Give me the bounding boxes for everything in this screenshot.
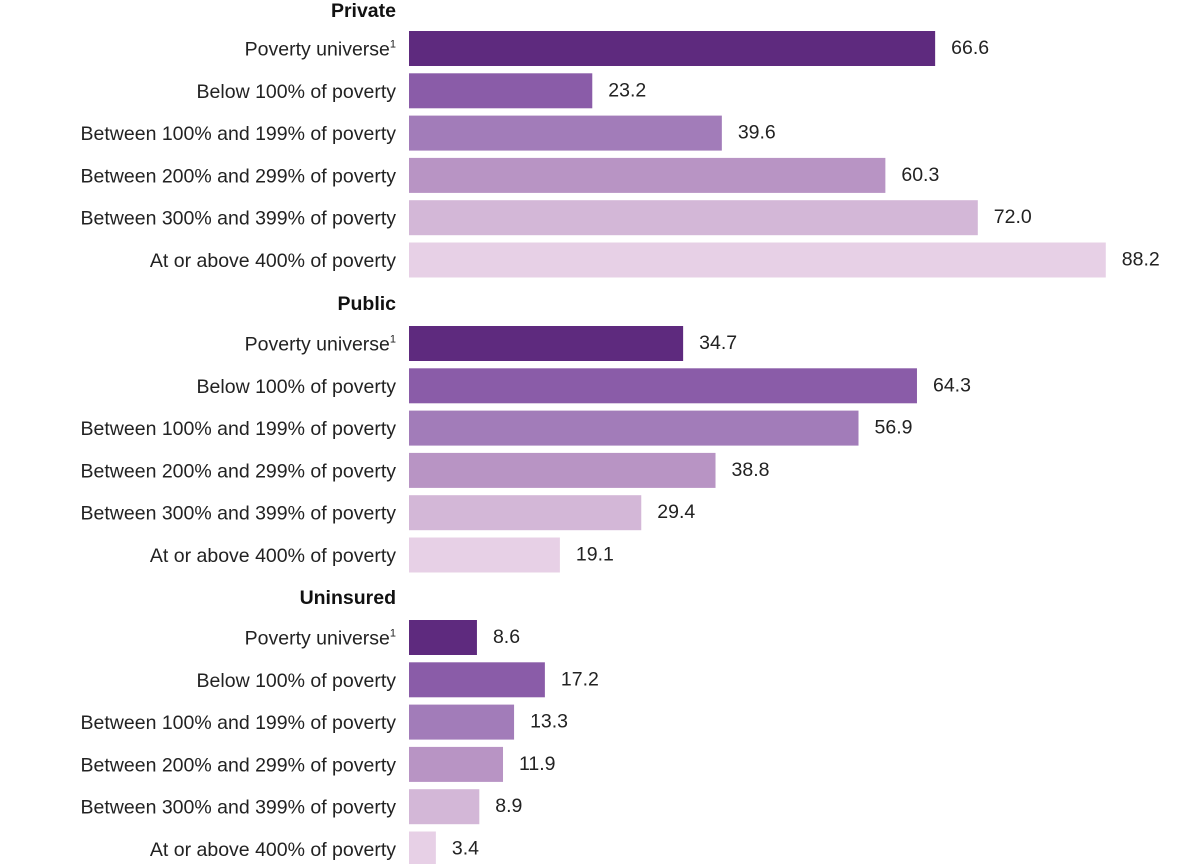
category-label-public-1: Below 100% of poverty (197, 376, 397, 398)
category-label-uninsured-3: Between 200% and 299% of poverty (81, 754, 397, 776)
bar-uninsured-4 (409, 789, 480, 825)
bar-uninsured-0 (409, 620, 477, 655)
footnote-marker: 1 (390, 334, 396, 346)
value-label-public-3: 38.8 (732, 459, 770, 481)
category-label-private-0: Poverty universe1 (245, 39, 396, 61)
value-label-public-2: 56.9 (875, 417, 913, 439)
bar-uninsured-3 (409, 746, 504, 782)
bar-public-2 (409, 410, 859, 446)
category-label-public-4: Between 300% and 399% of poverty (81, 503, 397, 525)
bar-public-4 (409, 495, 642, 531)
category-label-public-2: Between 100% and 199% of poverty (81, 418, 397, 440)
value-label-uninsured-5: 3.4 (452, 838, 479, 860)
value-label-private-1: 23.2 (608, 79, 646, 101)
value-label-uninsured-4: 8.9 (495, 795, 522, 817)
value-label-public-4: 29.4 (657, 501, 695, 523)
bar-uninsured-1 (409, 662, 545, 698)
value-label-public-1: 64.3 (933, 374, 971, 396)
bar-private-3 (409, 157, 886, 193)
value-label-private-2: 39.6 (738, 122, 776, 144)
value-label-private-3: 60.3 (901, 164, 939, 186)
category-label-private-1: Below 100% of poverty (197, 81, 397, 103)
value-label-uninsured-2: 13.3 (530, 711, 568, 733)
value-label-public-0: 34.7 (699, 332, 737, 354)
category-label-uninsured-5: At or above 400% of poverty (150, 839, 396, 861)
bar-uninsured-5 (409, 831, 436, 864)
bar-private-0 (409, 31, 936, 66)
value-label-uninsured-3: 11.9 (519, 753, 556, 775)
value-label-private-5: 88.2 (1122, 249, 1160, 271)
footnote-marker: 1 (390, 628, 396, 640)
category-label-uninsured-0: Poverty universe1 (245, 628, 396, 650)
bar-private-5 (409, 242, 1106, 278)
footnote-marker: 1 (390, 39, 396, 51)
bar-public-3 (409, 452, 716, 488)
category-label-private-2: Between 100% and 199% of poverty (81, 123, 397, 145)
group-title-private: Private (331, 0, 396, 22)
category-label-uninsured-4: Between 300% and 399% of poverty (81, 797, 397, 819)
category-label-public-3: Between 200% and 299% of poverty (81, 460, 397, 482)
value-label-private-4: 72.0 (994, 206, 1032, 228)
value-label-uninsured-0: 8.6 (493, 626, 520, 648)
bar-public-1 (409, 368, 917, 404)
value-label-public-5: 19.1 (576, 544, 614, 566)
group-title-uninsured: Uninsured (300, 587, 396, 609)
category-label-private-3: Between 200% and 299% of poverty (81, 165, 397, 187)
bar-private-2 (409, 115, 722, 151)
category-label-uninsured-1: Below 100% of poverty (197, 670, 397, 692)
category-label-private-4: Between 300% and 399% of poverty (81, 208, 397, 230)
category-label-uninsured-2: Between 100% and 199% of poverty (81, 712, 397, 734)
bar-uninsured-2 (409, 704, 515, 740)
category-label-private-5: At or above 400% of poverty (150, 250, 396, 272)
group-title-public: Public (337, 293, 396, 315)
category-label-public-0: Poverty universe1 (245, 334, 396, 356)
bar-private-4 (409, 200, 978, 236)
value-label-uninsured-1: 17.2 (561, 668, 599, 690)
bar-private-1 (409, 73, 593, 109)
category-label-public-5: At or above 400% of poverty (150, 545, 396, 567)
value-label-private-0: 66.6 (951, 37, 989, 59)
bar-public-5 (409, 537, 560, 573)
bar-public-0 (409, 326, 684, 361)
